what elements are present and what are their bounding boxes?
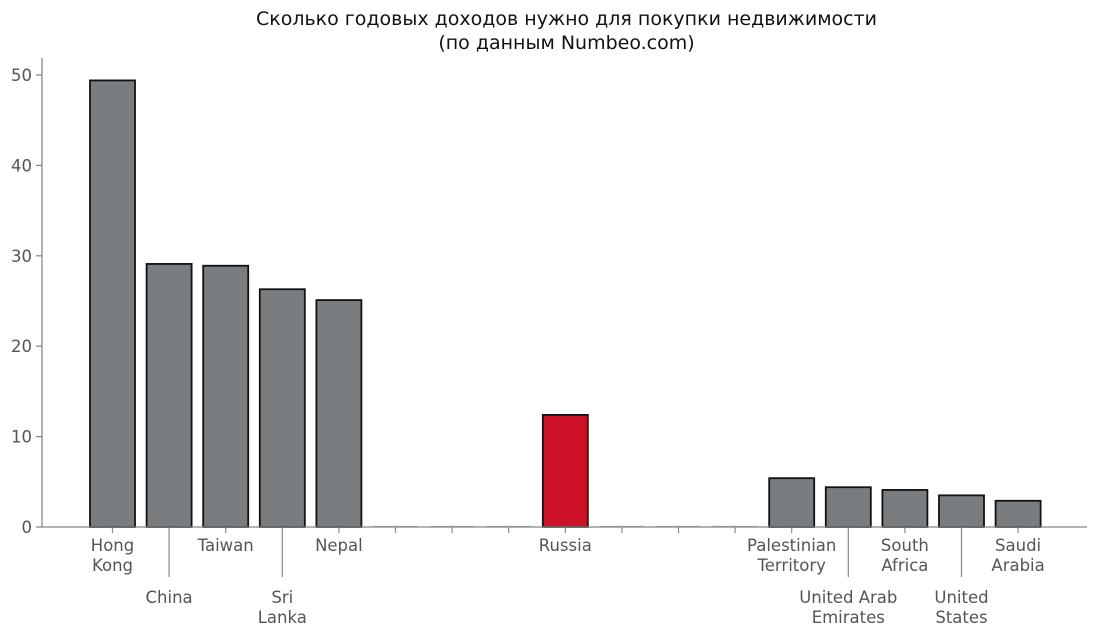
y-tick-label: 50 [11,66,32,85]
bar [315,299,363,528]
bar [938,494,985,528]
bar [258,288,306,528]
x-tick-label: Nepal [315,536,363,555]
bar [202,264,250,528]
x-tick-label: Kong [92,556,133,575]
chart-title: Сколько годовых доходов нужно для покупк… [0,7,1099,55]
x-tick-label: Emirates [812,608,885,627]
y-tick-label: 40 [11,156,32,175]
chart-title-line2: (по данным Numbeo.com) [438,32,695,54]
x-tick-label: United [934,588,988,607]
x-tick-label: Saudi [995,536,1041,555]
bar [89,79,136,528]
bar [768,477,816,528]
x-tick-label: Territory [756,556,826,575]
y-tick-label: 30 [11,247,32,266]
x-tick-label: Lanka [258,608,307,627]
x-tick-label: China [146,588,193,607]
bar [881,489,929,528]
bars [89,79,1042,528]
chart-title-line1: Сколько годовых доходов нужно для покупк… [255,8,878,30]
bar [994,499,1042,528]
x-tick-label: United Arab [799,588,897,607]
bar-highlight [541,414,589,528]
y-tick-label: 20 [11,337,32,356]
x-tick-label: Hong [91,536,134,555]
x-tick-label: Arabia [991,556,1044,575]
bar [824,486,872,528]
x-tick-label: Taiwan [197,536,254,555]
x-tick-label: Palestinian [747,536,836,555]
x-tick-label: Sri [271,588,293,607]
x-tick-label: States [935,608,987,627]
x-tick-label: Russia [539,536,592,555]
y-tick-label: 0 [22,518,33,537]
x-tick-label: South [881,536,929,555]
x-tick-label: Africa [881,556,928,575]
bar [145,263,193,528]
y-axis: 0 10 20 30 40 50 [11,58,43,537]
y-tick-label: 10 [11,428,32,447]
